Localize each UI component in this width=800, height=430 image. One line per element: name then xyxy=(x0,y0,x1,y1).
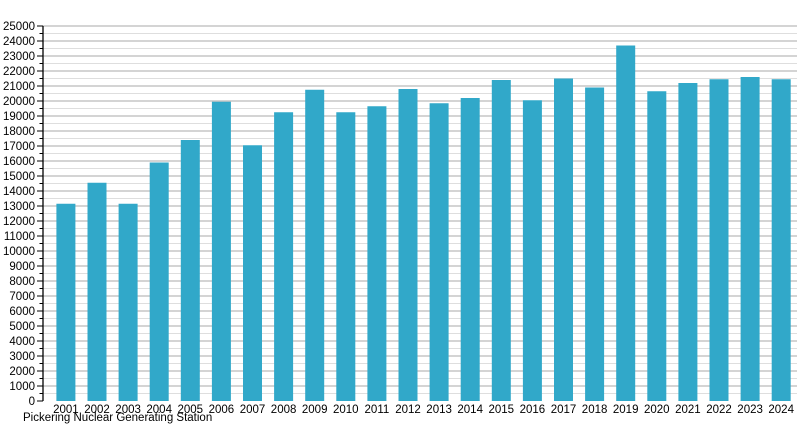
x-tick-label: 2023 xyxy=(737,404,763,416)
chart-caption: Pickering Nuclear Generating Station xyxy=(23,412,213,424)
y-tick-label: 5000 xyxy=(9,321,35,333)
y-tick-label: 25000 xyxy=(3,21,35,33)
x-tick-label: 2019 xyxy=(613,404,639,416)
y-tick-label: 15000 xyxy=(3,171,35,183)
y-tick-label: 18000 xyxy=(3,126,35,138)
x-tick-label: 2001 xyxy=(53,404,79,416)
y-tick-label: 17000 xyxy=(3,141,35,153)
bar-2001 xyxy=(56,203,76,401)
x-tick-label: 2022 xyxy=(706,404,732,416)
x-tick-label: 2008 xyxy=(271,404,297,416)
bar-2008 xyxy=(274,112,294,401)
x-tick-label: 2012 xyxy=(395,404,421,416)
bar-2009 xyxy=(305,89,325,401)
bar-2004 xyxy=(149,162,169,401)
bar-2007 xyxy=(243,145,262,401)
bar-2005 xyxy=(180,140,200,401)
y-tick-label: 22000 xyxy=(3,66,35,78)
y-tick-label: 8000 xyxy=(9,276,35,288)
bar-2006 xyxy=(211,101,231,401)
y-tick-label: 12000 xyxy=(3,216,35,228)
y-tick-label: 23000 xyxy=(3,51,35,63)
y-tick-label: 21000 xyxy=(3,81,35,93)
x-tick-label: 2020 xyxy=(644,404,670,416)
y-tick-label: 3000 xyxy=(9,351,35,363)
x-tick-label: 2015 xyxy=(489,404,515,416)
y-tick-label: 14000 xyxy=(3,186,35,198)
bar-2003 xyxy=(118,203,138,401)
bar-2018 xyxy=(585,87,605,401)
bar-2015 xyxy=(491,80,511,401)
y-tick-label: 16000 xyxy=(3,156,35,168)
y-tick-label: 0 xyxy=(29,396,35,408)
x-tick-label: 2014 xyxy=(457,404,483,416)
x-tick-label: 2016 xyxy=(520,404,546,416)
x-tick-label: 2007 xyxy=(240,404,266,416)
x-tick-label: 2018 xyxy=(582,404,608,416)
y-tick-label: 1000 xyxy=(9,381,35,393)
x-tick-label: 2006 xyxy=(209,404,235,416)
y-tick-label: 9000 xyxy=(9,261,35,273)
bar-2019 xyxy=(616,45,636,401)
bar-2021 xyxy=(678,83,698,401)
bar-2024 xyxy=(771,79,791,401)
bar-2023 xyxy=(740,77,760,401)
bar-2011 xyxy=(367,106,387,401)
bar-2012 xyxy=(398,89,418,401)
x-tick-label: 2005 xyxy=(178,404,204,416)
bar-2022 xyxy=(709,79,729,401)
x-tick-label: 2013 xyxy=(426,404,452,416)
y-tick-label: 4000 xyxy=(9,336,35,348)
x-tick-label: 2024 xyxy=(768,404,794,416)
x-tick-label: 2009 xyxy=(302,404,328,416)
bar-2020 xyxy=(647,91,667,401)
x-tick-label: 2003 xyxy=(115,404,141,416)
x-axis-labels: 2001 2002 2003 2004 2005 2006 2007 2008 2009 2010… xyxy=(53,404,794,416)
y-tick-label: 2000 xyxy=(9,366,35,378)
y-tick-label: 10000 xyxy=(3,246,35,258)
y-tick-label: 20000 xyxy=(3,96,35,108)
x-tick-label: 2002 xyxy=(84,404,110,416)
y-tick-label: 24000 xyxy=(3,36,35,48)
bars xyxy=(56,45,791,401)
x-tick-label: 2004 xyxy=(146,404,172,416)
bar-2014 xyxy=(460,98,480,401)
bar-2013 xyxy=(429,103,449,401)
y-tick-label: 13000 xyxy=(3,201,35,213)
x-tick-label: 2021 xyxy=(675,404,701,416)
bar-2002 xyxy=(87,182,107,401)
bar-2016 xyxy=(522,100,542,401)
y-tick-label: 11000 xyxy=(4,231,35,243)
x-tick-label: 2010 xyxy=(333,404,359,416)
y-tick-label: 7000 xyxy=(9,291,35,303)
y-axis-labels: 0 1000 2000 3000 4000 5000 6000 7000 8000 9000 100… xyxy=(3,21,35,408)
bar-2010 xyxy=(336,112,356,401)
x-tick-label: 2017 xyxy=(551,404,577,416)
y-tick-label: 6000 xyxy=(9,306,35,318)
y-tick-label: 19000 xyxy=(3,111,35,123)
y-axis-ticks xyxy=(37,25,43,402)
x-tick-label: 2011 xyxy=(365,404,390,416)
bar-2017 xyxy=(554,78,573,401)
